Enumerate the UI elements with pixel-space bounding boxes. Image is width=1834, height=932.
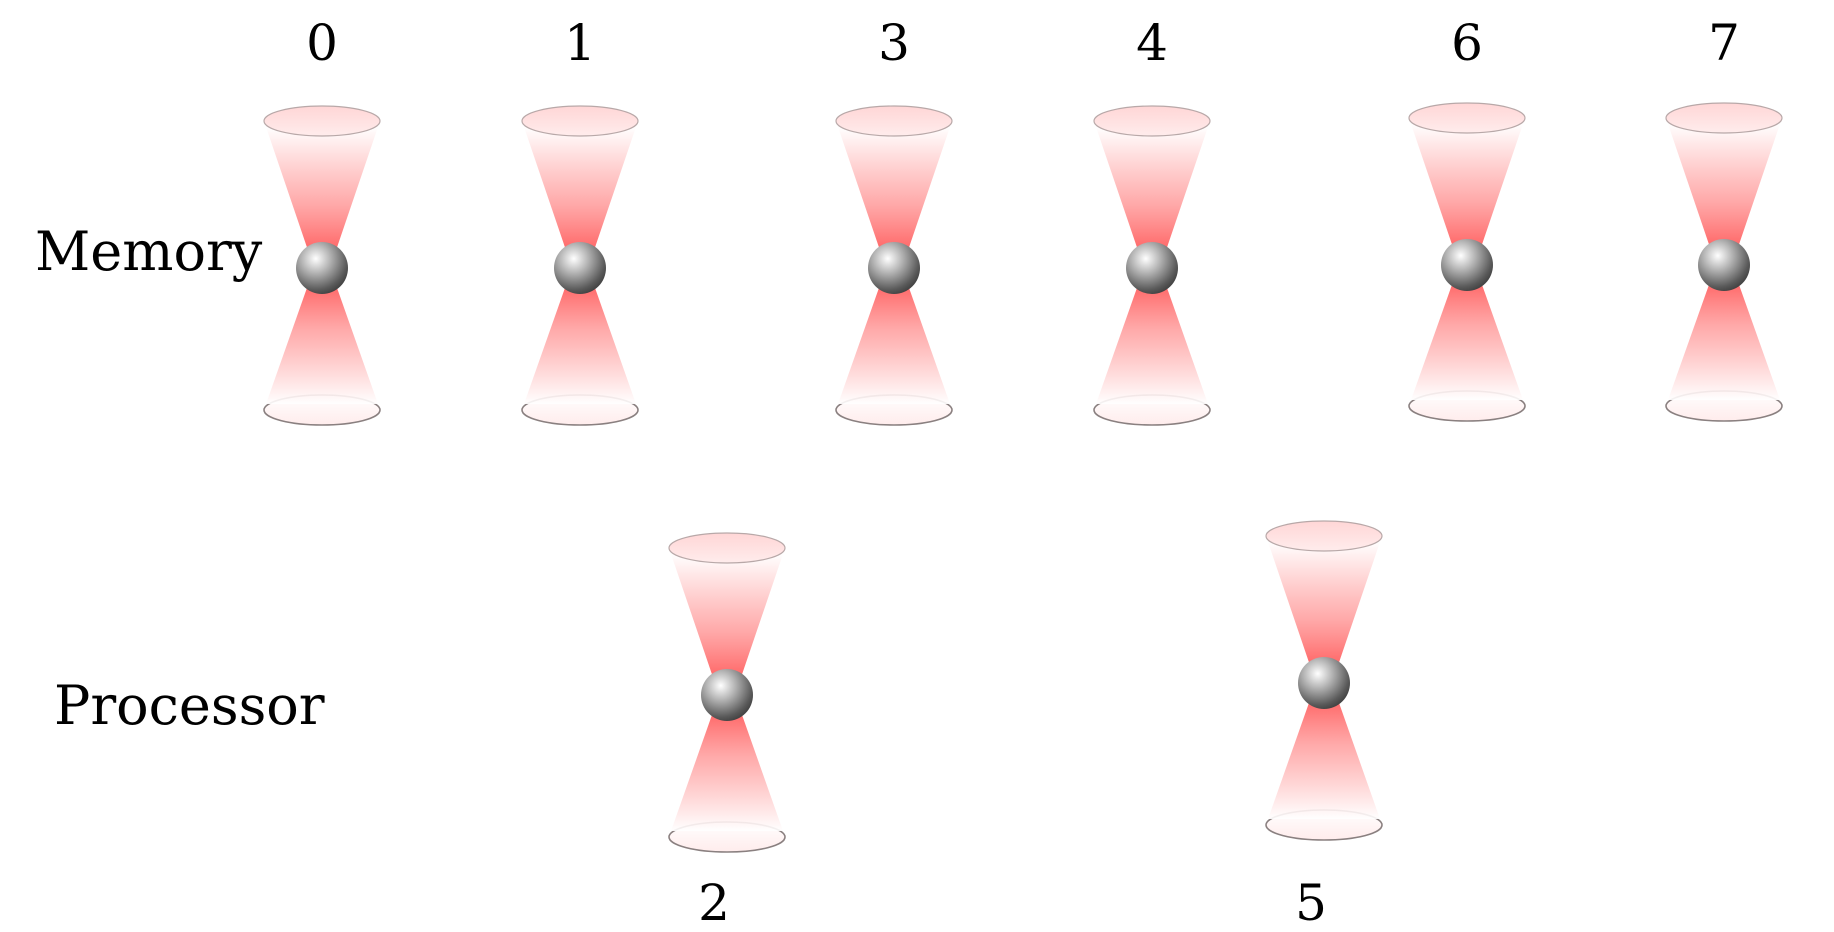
top-disc-6 [1408,102,1526,134]
lower-beam-7 [1668,265,1780,400]
atom-2 [701,669,753,721]
upper-beam-5 [1268,542,1380,683]
atom-5 [1298,657,1350,709]
lower-beam-1 [524,268,636,404]
lower-beam-5 [1268,683,1380,819]
upper-beam-3 [838,127,950,268]
trap-site-0 [263,105,381,426]
trap-site-4 [1093,105,1211,426]
trap-site-2 [668,532,786,853]
lower-beam-3 [838,268,950,404]
top-disc-0 [263,105,381,137]
top-disc-7 [1665,102,1783,134]
trap-site-6 [1408,102,1526,422]
trap-site-3 [835,105,953,426]
atom-0 [296,242,348,294]
processor-zone-label: Processor [54,674,325,737]
trap-site-7 [1665,102,1783,422]
atom-6 [1441,239,1493,291]
upper-beam-7 [1668,124,1780,265]
lower-beam-2 [671,695,783,831]
upper-beam-6 [1411,124,1523,265]
top-disc-1 [521,105,639,137]
lower-beam-0 [266,268,378,404]
site-index-6: 6 [1451,14,1483,72]
site-index-1: 1 [564,14,596,72]
site-index-4: 4 [1136,14,1168,72]
lower-beam-6 [1411,265,1523,400]
site-index-0: 0 [306,14,338,72]
upper-beam-1 [524,127,636,268]
site-index-3: 3 [878,14,910,72]
trap-site-1 [521,105,639,426]
memory-zone-label: Memory [35,220,263,283]
upper-beam-4 [1096,127,1208,268]
site-index-2: 2 [698,874,730,932]
atom-1 [554,242,606,294]
site-index-5: 5 [1295,874,1327,932]
top-disc-4 [1093,105,1211,137]
upper-beam-0 [266,127,378,268]
atom-7 [1698,239,1750,291]
top-disc-2 [668,532,786,564]
lower-beam-4 [1096,268,1208,404]
trap-site-5 [1265,520,1383,841]
site-index-7: 7 [1708,14,1740,72]
atom-3 [868,242,920,294]
top-disc-3 [835,105,953,137]
upper-beam-2 [671,554,783,695]
top-disc-5 [1265,520,1383,552]
atom-4 [1126,242,1178,294]
